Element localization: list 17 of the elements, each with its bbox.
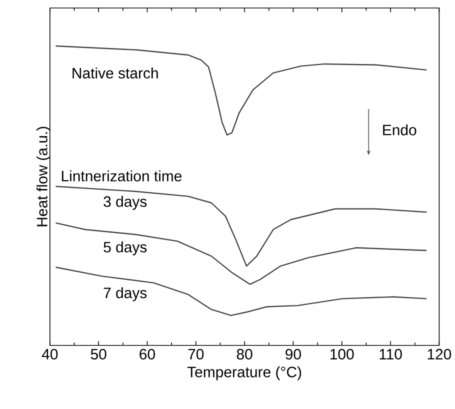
series-label: Native starch: [72, 67, 158, 78]
x-tick-label: 100: [330, 348, 354, 360]
annotation: Endo: [383, 124, 416, 136]
y-axis-title: Heat flow (a.u.): [36, 126, 50, 226]
x-tick-label: 60: [140, 348, 155, 360]
x-tick-label: 50: [90, 348, 106, 360]
x-tick-label: 70: [188, 348, 204, 360]
series-label: 3 days: [104, 196, 147, 210]
series-label: 5 days: [104, 241, 147, 256]
x-tick-label: 90: [286, 348, 301, 360]
annotation: Lintnerization time: [62, 170, 182, 182]
x-tick-label: 110: [380, 348, 402, 360]
series-label: 7 days: [104, 287, 147, 302]
x-tick-label: 120: [428, 348, 452, 360]
x-axis-title: Temperature (°C): [187, 366, 302, 380]
x-tick-label: 40: [42, 348, 58, 360]
x-tick-label: 80: [236, 348, 252, 360]
